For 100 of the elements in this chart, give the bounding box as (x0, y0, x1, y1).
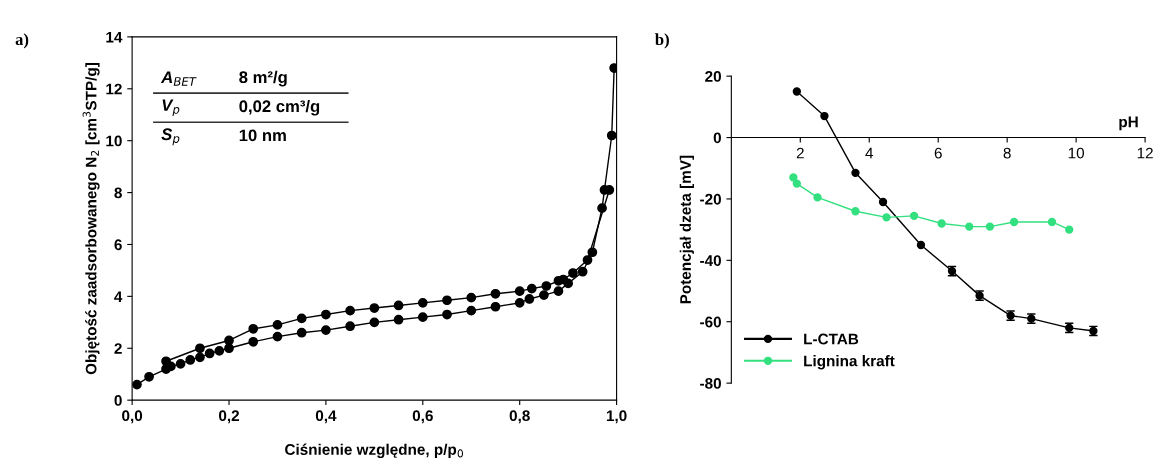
point (248, 336, 259, 347)
y-tick-label: -60 (700, 316, 721, 328)
point (296, 327, 307, 338)
annotation: 8 m²/g (239, 70, 287, 87)
point (514, 286, 525, 297)
annotation: S$_{p}$ (161, 128, 180, 146)
y-tick-label: -20 (700, 193, 721, 205)
point (296, 313, 307, 324)
point (345, 305, 355, 316)
annotation: 0,02 cm³/g (239, 99, 320, 116)
point (345, 321, 355, 332)
text: b) (655, 33, 669, 49)
point (514, 297, 525, 308)
y-tick-label: -80 (700, 378, 721, 389)
point (539, 290, 549, 300)
point (789, 173, 798, 182)
y-tick-label: -40 (700, 255, 721, 267)
x-tick-label: 10 (1068, 147, 1085, 159)
y-tick-label: 10 (106, 135, 122, 147)
point (393, 314, 404, 325)
y-tick-label: 6 (114, 239, 122, 251)
point (466, 305, 477, 316)
point (490, 288, 501, 299)
point (442, 295, 452, 306)
point (985, 222, 995, 231)
point (577, 266, 588, 277)
x-tick-label: 4 (865, 147, 874, 159)
point (214, 345, 225, 356)
point (224, 335, 234, 346)
y-tick-label: 20 (705, 71, 721, 82)
point (417, 297, 428, 308)
point (175, 358, 186, 369)
x-tick-label: 12 (1137, 147, 1153, 159)
point (393, 300, 404, 311)
point (965, 222, 974, 231)
point (272, 320, 283, 330)
point (466, 292, 477, 303)
point (248, 323, 259, 334)
x-tick-label: 0,2 (219, 410, 240, 424)
point (792, 179, 802, 188)
x-tick-label: 0,0 (122, 410, 143, 424)
point (369, 317, 380, 328)
point (526, 283, 537, 294)
point (878, 197, 888, 207)
point (442, 309, 452, 320)
point (792, 87, 802, 96)
point (144, 371, 154, 382)
x-tick-label: 0,8 (509, 410, 530, 424)
point (204, 348, 215, 359)
y-tick-label: 14 (106, 31, 123, 43)
annotation: V$_{p}$ (162, 99, 180, 117)
point (606, 130, 617, 141)
point (582, 255, 593, 265)
point (1047, 217, 1057, 227)
y-tick-label: 8 (114, 187, 122, 199)
point (321, 309, 331, 320)
y-axis-title: Potencjał dzeta [mV] (679, 155, 694, 304)
x-tick-label: 1,0 (606, 410, 627, 424)
point (916, 240, 926, 250)
y-tick-label: 4 (114, 291, 123, 302)
x-tick-label: 0,4 (315, 410, 337, 424)
point (813, 193, 822, 202)
y-axis-title: Objętość zaadsorbowanego N$_{2}$ [cm$^{3}$STP/g] (82, 63, 100, 375)
point (851, 207, 860, 216)
point (1065, 225, 1074, 234)
legend-label: L-CTAB (804, 333, 859, 345)
legend-label: Lignina kraft (804, 355, 895, 370)
point (1009, 217, 1019, 227)
point (417, 312, 428, 322)
point (882, 213, 891, 222)
point (553, 286, 564, 297)
point (524, 294, 535, 304)
x-axis-title: pH (1119, 116, 1138, 131)
x-tick-label: 6 (934, 147, 942, 159)
text: a) (15, 33, 29, 49)
point (937, 219, 946, 228)
point (820, 111, 829, 121)
point (272, 331, 283, 342)
point (185, 355, 196, 365)
point (851, 168, 860, 178)
annotation: A$_{BET}$ (160, 71, 197, 86)
y-tick-label: 0 (713, 132, 721, 144)
point (195, 352, 205, 363)
x-tick-label: 2 (796, 147, 804, 159)
annotation: 10 nm (239, 129, 286, 142)
point (321, 325, 331, 335)
y-tick-label: 0 (114, 395, 122, 406)
point (568, 268, 578, 278)
x-axis-title: Ciśnienie względne, p/p$_{0}$ (285, 443, 464, 459)
point (224, 343, 234, 354)
point (132, 379, 142, 390)
y-tick-label: 2 (114, 343, 122, 354)
point (195, 343, 205, 354)
point (490, 301, 501, 312)
point (909, 211, 919, 220)
x-tick-label: 8 (1003, 147, 1011, 159)
y-tick-label: 12 (106, 83, 122, 95)
point (369, 303, 380, 313)
point (541, 281, 552, 291)
x-tick-label: 0,6 (412, 410, 433, 424)
